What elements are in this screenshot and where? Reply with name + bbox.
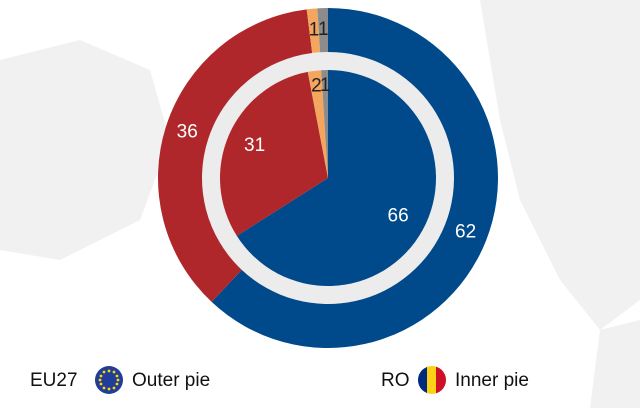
data-label: 1 <box>320 75 331 96</box>
pie-slice <box>211 8 498 348</box>
legend-text: Inner pie <box>455 370 529 391</box>
data-label: 1 <box>318 19 329 40</box>
pie-slice <box>321 70 328 178</box>
data-label: 1 <box>309 20 320 41</box>
data-label: 62 <box>455 221 476 242</box>
ro-flag-icon <box>418 366 446 394</box>
legend-series-name: EU27 <box>30 370 78 391</box>
pie-slice <box>306 8 321 53</box>
pie-slice <box>219 71 328 236</box>
eu-flag-stars <box>98 369 120 391</box>
data-label: 2 <box>311 76 322 97</box>
map-shape <box>590 320 640 408</box>
data-label: 36 <box>177 121 198 142</box>
pie-slice <box>158 9 313 302</box>
legend-text: Outer pie <box>132 370 210 391</box>
pie-slice <box>236 70 437 287</box>
eu-flag-icon <box>95 366 123 394</box>
legend: EU27 Outer pie RO Inner pie <box>30 366 529 394</box>
legend-series-name: RO <box>381 370 410 391</box>
data-label: 66 <box>388 206 409 227</box>
pie-slice <box>307 70 328 178</box>
pie-slice <box>317 8 328 53</box>
map-shape <box>0 40 170 260</box>
data-label: 31 <box>244 135 265 156</box>
map-shape <box>480 0 640 330</box>
